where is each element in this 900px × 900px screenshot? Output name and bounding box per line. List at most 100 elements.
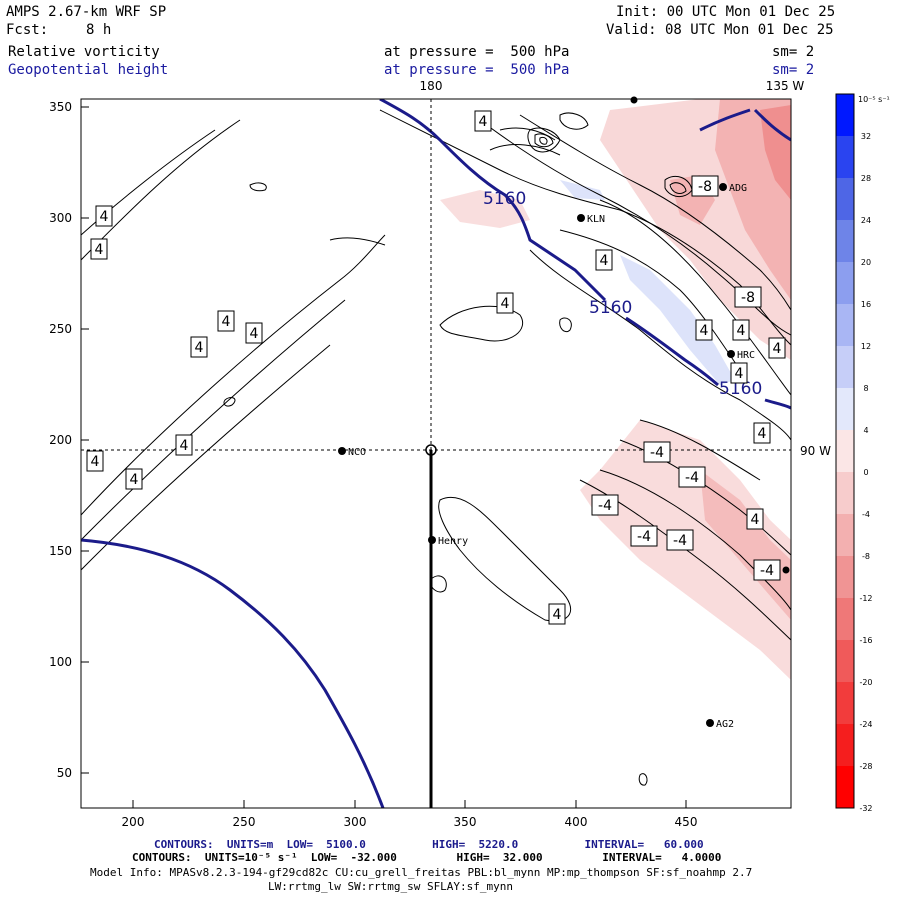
model-info-radiation: LW:rrtmg_lw SW:rrtmg_sw SFLAY:sf_mynn [268, 880, 514, 893]
colorbar-label: 0 [863, 468, 868, 477]
y-tick-label: 100 [49, 655, 72, 669]
negative-vorticity-core2-north [760, 105, 791, 200]
vorticity-label: 4 [700, 323, 709, 339]
colorbar-label: 8 [863, 384, 868, 393]
vorticity-label: 4 [735, 366, 744, 382]
vorticity-contours [81, 109, 791, 786]
x-tick-label: 300 [344, 815, 367, 829]
vorticity-label-box [591, 494, 619, 516]
vorticity-label: 4 [250, 326, 259, 342]
vorticity-label: 4 [758, 426, 767, 442]
axis-ticks: 200 250 300 350 400 450 50 100 150 200 250 300 350 [49, 100, 697, 829]
colorbar-frame [835, 93, 855, 809]
forecast-label: Fcst: [6, 22, 49, 38]
vorticity-label: -4 [598, 498, 612, 514]
x-tick-label: 400 [565, 815, 588, 829]
vorticity-label-box [595, 249, 613, 271]
colorbar-label: 4 [863, 426, 868, 435]
field1-smoothing: sm= 2 [772, 44, 815, 60]
colorbar-segment [836, 262, 854, 305]
vorticity-label-box [548, 603, 566, 625]
station-label: KLN [587, 214, 605, 225]
meridian-label-180: 180 [420, 79, 443, 93]
vorticity-label: -8 [698, 179, 712, 195]
vorticity-label-box [678, 466, 706, 488]
meridian-label-90w: 90 W [800, 444, 831, 458]
y-tick-label: 350 [49, 100, 72, 114]
height-contour-5160-south [764, 398, 791, 410]
y-tick-label: 150 [49, 544, 72, 558]
vorticity-label-box [732, 319, 750, 341]
vorticity-label-box [496, 292, 514, 314]
colorbar-segment [836, 472, 854, 515]
vorticity-label: -8 [741, 290, 755, 306]
field1-level: at pressure = 500 hPa [384, 44, 570, 60]
colorbar-label: 20 [861, 258, 871, 267]
vorticity-label-box [753, 559, 781, 581]
vorticity-label: 4 [737, 323, 746, 339]
station-label: Henry [438, 536, 468, 547]
vorticity-label: -4 [760, 563, 774, 579]
height-contour-5160-north [379, 99, 607, 302]
colorbar-label: -12 [859, 594, 872, 603]
colorbar-segment [836, 430, 854, 473]
vorticity-label-box [753, 422, 771, 444]
vorticity-label: 4 [91, 454, 100, 470]
init-time: Init: 00 UTC Mon 01 Dec 25 [616, 4, 836, 20]
vorticity-label-box [730, 362, 748, 384]
height-contour-5160-middle [625, 316, 719, 387]
colorbar-segment [836, 766, 854, 809]
height-contour-corner [753, 108, 791, 142]
colorbar: 32 28 24 20 16 12 8 4 0 -4 -8 -12 -16 -20 -24 -28 -32 [835, 93, 873, 813]
station-label: NCO [348, 447, 366, 458]
y-tick-label: 300 [49, 211, 72, 225]
model-info: Model Info: MPASv8.2.3-194-gf29cd82c CU:… [90, 866, 753, 879]
colorbar-segment [836, 514, 854, 557]
plot-frame [80, 98, 792, 809]
height-contour-5100-south [81, 538, 385, 808]
station-marker [727, 350, 735, 358]
station-marker [630, 96, 638, 104]
vorticity-label: -4 [637, 529, 651, 545]
colorbar-segment [836, 136, 854, 179]
vorticity-label-box [95, 205, 113, 227]
vorticity-label: 4 [773, 341, 782, 357]
colorbar-label: 16 [861, 300, 871, 309]
vorticity-label: 4 [130, 472, 139, 488]
colorbar-segment [836, 598, 854, 641]
vorticity-label-box [90, 238, 108, 260]
vorticity-label-box [245, 322, 263, 344]
colorbar-label: 12 [861, 342, 871, 351]
x-tick-label: 450 [675, 815, 698, 829]
vorticity-label-box [474, 110, 492, 132]
station-marker [577, 214, 585, 222]
valid-time: Valid: 08 UTC Mon 01 Dec 25 [606, 22, 834, 38]
stations: NCO Henry KLN HRC ADG AG2 [338, 96, 790, 730]
field2-smoothing: sm= 2 [772, 62, 815, 78]
station-marker [782, 566, 790, 574]
station-marker [706, 719, 714, 727]
colorbar-segment [836, 640, 854, 683]
positive-vorticity-band [620, 255, 735, 385]
station-label: ADG [729, 183, 747, 194]
plot-title: AMPS 2.67-km WRF SP [6, 4, 167, 20]
vorticity-label-box [734, 286, 762, 308]
colorbar-segment [836, 304, 854, 347]
vorticity-label-box [125, 468, 143, 490]
colorbar-segment [836, 220, 854, 263]
x-tick-label: 350 [454, 815, 477, 829]
station-marker [338, 447, 346, 455]
vorticity-label-box [666, 529, 694, 551]
colorbar-segment [836, 556, 854, 599]
colorbar-label: 24 [861, 216, 871, 225]
x-tick-label: 200 [122, 815, 145, 829]
vorticity-label-box [217, 310, 235, 332]
south-pole-marker [425, 444, 437, 456]
forecast-value: 8 h [86, 22, 112, 38]
y-tick-label: 50 [57, 766, 72, 780]
vorticity-label-box [175, 434, 193, 456]
colorbar-label: -20 [859, 678, 872, 687]
station-marker [719, 183, 727, 191]
colorbar-segment [836, 94, 854, 137]
